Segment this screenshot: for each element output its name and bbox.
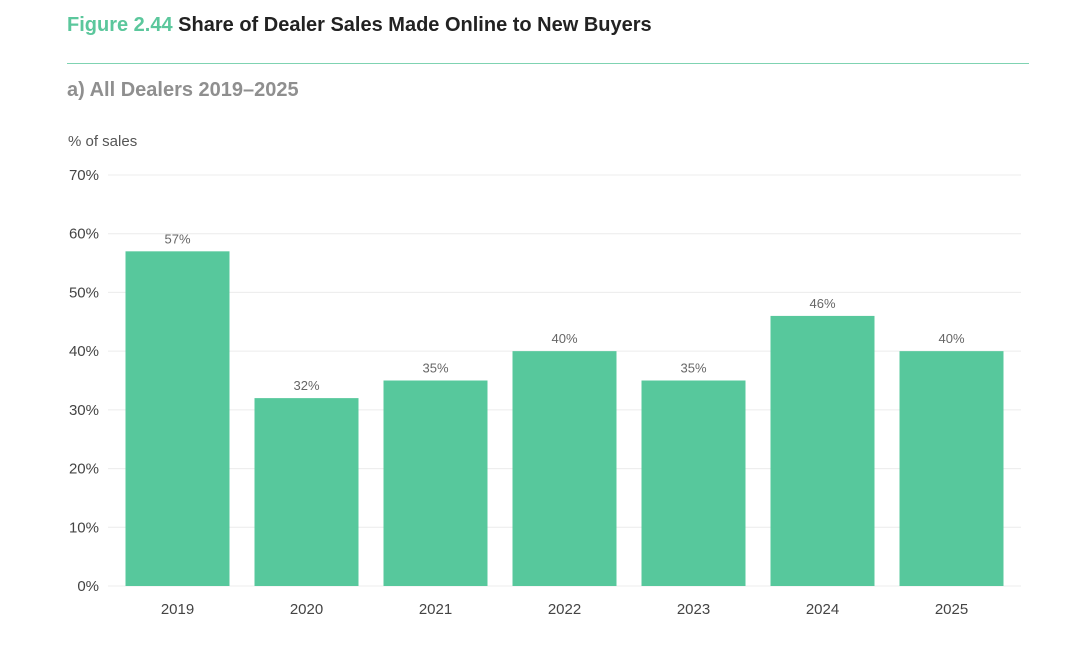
x-tick-label-2019: 2019: [161, 601, 194, 618]
data-label-2024: 46%: [809, 296, 835, 311]
figure-title: Figure 2.44 Share of Dealer Sales Made O…: [67, 14, 652, 37]
figure-title-text: Share of Dealer Sales Made Online to New…: [178, 14, 652, 36]
y-axis-ticks: 0% 10% 20% 30% 40% 50% 60% 70%: [69, 167, 99, 595]
y-tick-label-50: 50%: [69, 284, 99, 301]
bar-2024: [770, 315, 875, 586]
x-tick-label-2025: 2025: [935, 601, 968, 618]
bar-2022: [512, 351, 617, 586]
bar-2019: [125, 251, 230, 587]
bar-2020: [254, 398, 359, 586]
x-tick-label-2024: 2024: [806, 601, 839, 618]
y-axis-title: % of sales: [68, 133, 137, 150]
x-tick-label-2020: 2020: [290, 601, 323, 618]
title-divider: [67, 63, 1029, 64]
data-label-2025: 40%: [938, 331, 964, 346]
x-tick-label-2022: 2022: [548, 601, 581, 618]
figure-number: Figure 2.44: [67, 14, 173, 36]
x-axis-ticks: 2019 2020 2021 2022 2023 2024 2025: [161, 601, 968, 618]
y-tick-label-20: 20%: [69, 461, 99, 478]
chart-subtitle: a) All Dealers 2019–2025: [67, 79, 299, 101]
y-tick-label-70: 70%: [69, 167, 99, 184]
y-tick-label-0: 0%: [77, 578, 99, 595]
x-tick-label-2023: 2023: [677, 601, 710, 618]
bar-2021: [383, 380, 488, 586]
data-label-2022: 40%: [551, 331, 577, 346]
y-tick-label-30: 30%: [69, 402, 99, 419]
y-tick-label-10: 10%: [69, 519, 99, 536]
data-labels: 57% 32% 35% 40% 35% 46% 40%: [164, 231, 964, 393]
bars: [125, 251, 1004, 587]
data-label-2020: 32%: [293, 378, 319, 393]
data-label-2021: 35%: [422, 361, 448, 376]
data-label-2019: 57%: [164, 231, 190, 246]
bar-2023: [641, 380, 746, 586]
x-tick-label-2021: 2021: [419, 601, 452, 618]
y-tick-label-60: 60%: [69, 226, 99, 243]
y-tick-label-40: 40%: [69, 343, 99, 360]
data-label-2023: 35%: [680, 361, 706, 376]
bar-2025: [899, 351, 1004, 586]
